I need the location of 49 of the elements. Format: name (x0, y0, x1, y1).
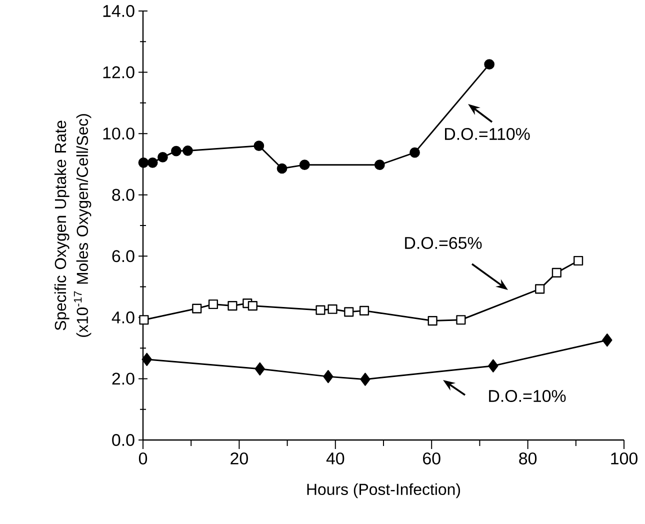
point (428, 316, 438, 326)
point (374, 160, 385, 170)
point (208, 299, 218, 310)
point (139, 315, 149, 325)
point (142, 352, 152, 366)
x-axis-title: Hours (Post-Infection) (307, 483, 460, 498)
point (158, 152, 168, 162)
annotation: D.O.=110% (445, 128, 530, 140)
point (254, 362, 265, 376)
y-tick-label: 10.0 (103, 128, 134, 140)
x-tick-label: 80 (519, 452, 537, 464)
point (323, 370, 334, 384)
point (456, 315, 466, 325)
point (182, 146, 193, 156)
y-tick-label: 12.0 (103, 66, 134, 78)
point (228, 301, 238, 311)
point (192, 304, 202, 314)
y-tick-label: 0.0 (112, 434, 134, 446)
x-tick-label: 40 (326, 452, 344, 464)
y-tick-label: 14.0 (103, 4, 134, 17)
x-tick-label: 60 (423, 452, 440, 464)
point (484, 59, 495, 70)
point (299, 160, 310, 170)
point (316, 305, 326, 315)
point (574, 256, 584, 266)
point (171, 146, 182, 156)
annotation: D.O.=10% (489, 390, 566, 402)
point (147, 157, 158, 168)
annotation: D.O.=65% (405, 237, 482, 249)
y-tick-label: 4.0 (112, 311, 134, 324)
point (248, 301, 258, 311)
y-tick-label: 6.0 (112, 250, 134, 262)
point (360, 372, 370, 386)
point (535, 284, 545, 294)
point (359, 306, 370, 316)
x-tick-label: 20 (230, 452, 248, 464)
y-tick-label: 8.0 (112, 188, 134, 201)
point (138, 157, 149, 168)
point (602, 334, 612, 347)
point (410, 147, 420, 158)
point (254, 140, 264, 152)
point (344, 307, 354, 317)
point (328, 304, 338, 314)
point (488, 359, 498, 372)
x-tick-label: 100 (611, 452, 638, 464)
point (552, 268, 562, 278)
point (276, 163, 288, 174)
y-tick-label: 2.0 (112, 372, 134, 385)
x-tick-label: 0 (138, 452, 148, 464)
